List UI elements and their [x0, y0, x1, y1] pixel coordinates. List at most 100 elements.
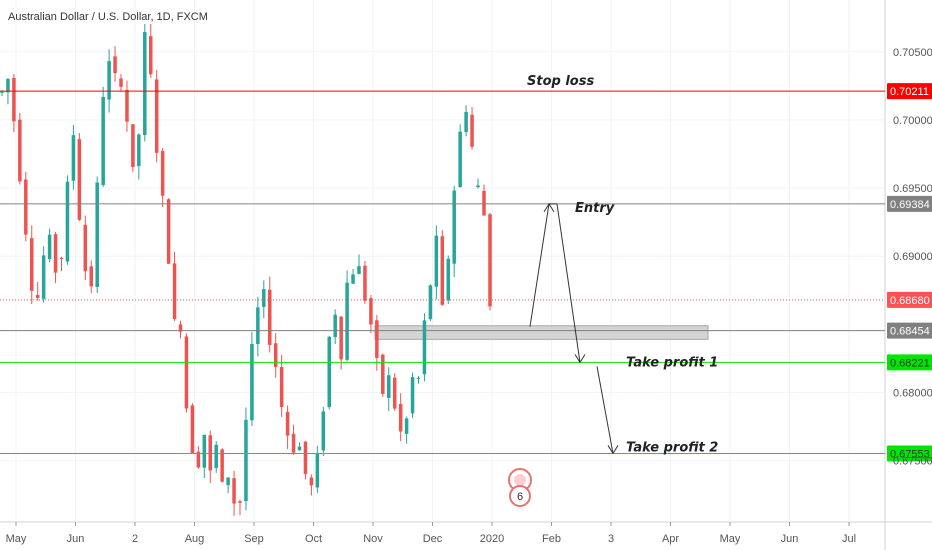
candle-body — [279, 367, 284, 408]
path-down-2 — [596, 366, 614, 454]
candle — [214, 441, 218, 473]
price-level-badge-bg — [887, 83, 932, 100]
candle — [113, 46, 117, 82]
candle-body — [440, 236, 445, 305]
candle — [297, 442, 302, 451]
candle — [71, 124, 76, 190]
candle — [154, 69, 159, 163]
x-tick-label: Aug — [185, 533, 205, 545]
price-level-badge: 0.68221 — [887, 354, 932, 371]
candle — [416, 376, 421, 384]
arrowhead-icon — [607, 445, 619, 455]
candle-body — [95, 182, 99, 288]
candle-body — [357, 266, 361, 274]
candle — [226, 477, 230, 494]
candle-body — [315, 454, 320, 488]
candle — [327, 335, 331, 410]
candle-body — [428, 285, 433, 320]
x-tick-label: Nov — [363, 533, 383, 545]
candle — [291, 424, 296, 455]
candle — [446, 255, 450, 304]
level-annotation: Entry — [575, 201, 615, 216]
candle-body — [375, 320, 379, 358]
price-level-badge-label: 0.67553 — [890, 448, 930, 460]
candle-body — [410, 377, 415, 414]
candle-body — [488, 214, 492, 307]
candle — [65, 175, 70, 265]
candlesticks — [0, 23, 492, 516]
candle-body — [53, 234, 58, 273]
candle-body — [65, 181, 70, 262]
candle-body — [113, 56, 117, 74]
candle-body — [125, 89, 129, 122]
price-level-badge: 0.68680 — [887, 291, 932, 308]
candle-body — [297, 446, 302, 451]
candle-body — [190, 405, 195, 453]
candle-body — [482, 190, 486, 216]
chart-title: Australian Dollar / U.S. Dollar, 1D, FXC… — [8, 11, 208, 23]
time-axis: May Jun 2 Aug Sep Oct Nov Dec 2020 Feb 3 Apr May Jun J… — [6, 522, 856, 545]
candle-body — [422, 320, 427, 375]
candle — [476, 178, 480, 189]
candle-body — [333, 314, 337, 338]
candle-body — [137, 134, 141, 167]
candle-body — [232, 478, 236, 504]
candle-body — [256, 307, 260, 345]
candle — [333, 309, 337, 345]
candle-body — [131, 124, 135, 167]
candle — [59, 256, 64, 272]
candle-body — [160, 151, 165, 196]
candle — [18, 112, 22, 185]
price-level-badge: 0.70211 — [887, 83, 932, 100]
x-tick-label: May — [6, 533, 27, 545]
candle — [89, 260, 93, 294]
candle-body — [77, 139, 82, 220]
candle — [440, 230, 445, 306]
candle-body — [149, 36, 153, 75]
candle-body — [244, 419, 248, 502]
candle-body — [351, 274, 355, 284]
candle — [143, 24, 147, 142]
price-level-badge-bg — [887, 354, 932, 371]
arrowhead-icon — [543, 202, 555, 213]
candle — [232, 470, 236, 516]
candle — [357, 254, 361, 275]
candle-body — [416, 377, 421, 379]
candle — [363, 261, 367, 304]
candle — [101, 86, 105, 187]
candle-body — [446, 258, 450, 301]
candle-body — [24, 179, 28, 235]
level-annotations: Stop loss Entry Take profit 1 Take profit 2 — [527, 74, 718, 455]
y-tick-label: 0.70500 — [893, 47, 932, 59]
candle — [131, 124, 135, 172]
x-tick-label: May — [720, 533, 741, 545]
candle-body — [291, 433, 296, 453]
path-down-1 — [556, 203, 581, 363]
candle — [172, 251, 177, 321]
candle-body — [107, 61, 111, 100]
candle — [208, 430, 212, 484]
candle-body — [404, 418, 409, 434]
candle-body — [398, 403, 403, 432]
candle — [392, 373, 397, 411]
x-tick-label: Sep — [244, 533, 264, 545]
candle — [428, 284, 433, 322]
candle-body — [339, 316, 343, 360]
candle — [458, 124, 462, 188]
candle-body — [285, 411, 290, 436]
x-tick-label: Jun — [781, 533, 799, 545]
candle-body — [268, 289, 272, 345]
candle-body — [309, 477, 314, 486]
candle-body — [83, 224, 88, 272]
level-annotation: Stop loss — [527, 74, 594, 89]
level-annotation: Take profit 1 — [626, 355, 718, 370]
price-level-badge-label: 0.68454 — [890, 326, 930, 338]
candle — [404, 416, 409, 444]
x-tick-label: 2 — [132, 533, 138, 545]
candle — [464, 105, 468, 137]
candle-body — [143, 32, 147, 136]
candle-body — [303, 441, 308, 475]
candle — [220, 448, 224, 483]
x-tick-label: Feb — [542, 533, 561, 545]
